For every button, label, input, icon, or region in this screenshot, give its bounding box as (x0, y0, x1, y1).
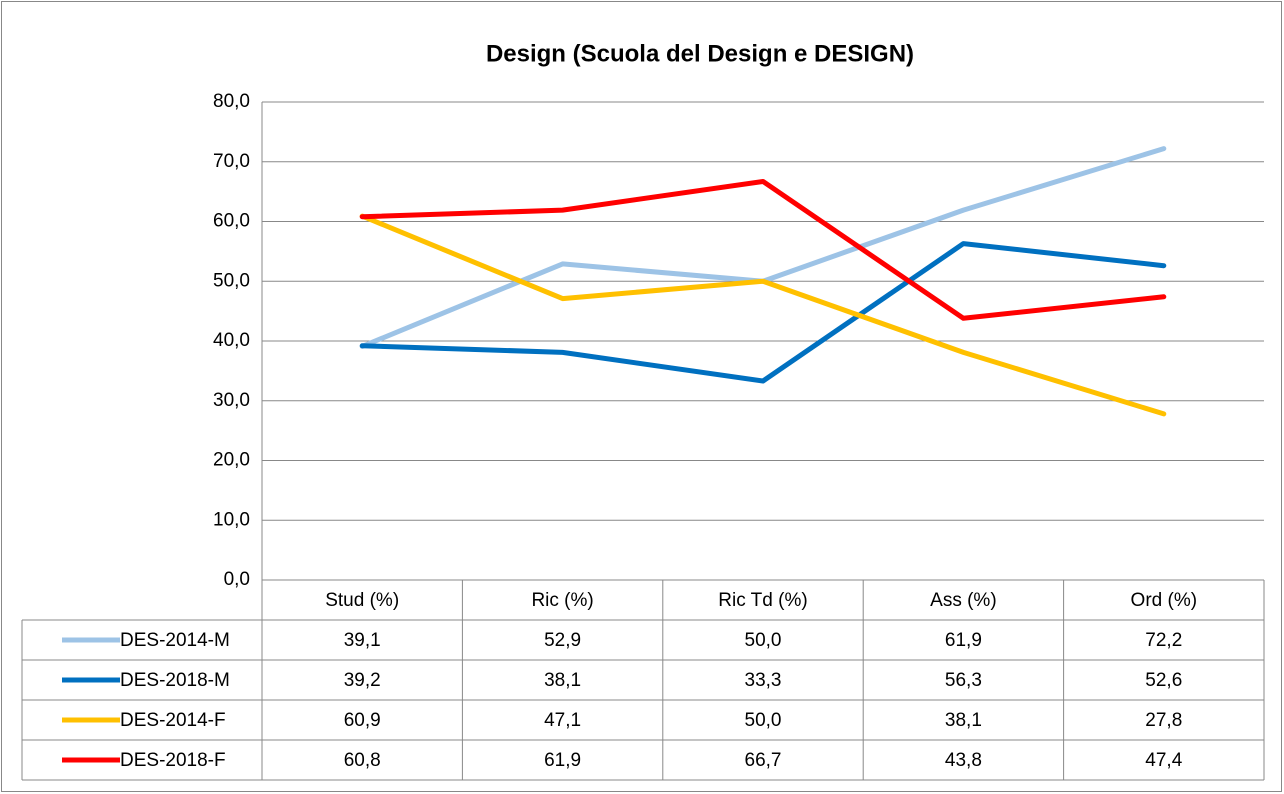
y-tick-label: 30,0 (213, 390, 250, 411)
table-value: 66,7 (745, 750, 782, 771)
x-tick-label: Ric Td (%) (718, 590, 807, 611)
legend-label: DES-2014-F (120, 710, 226, 731)
table-value: 60,9 (344, 710, 381, 731)
table-value: 72,2 (1145, 630, 1182, 651)
y-tick-label: 10,0 (213, 509, 250, 530)
table-value: 38,1 (945, 710, 982, 731)
y-tick-label: 60,0 (213, 211, 250, 232)
table-value: 60,8 (344, 750, 381, 771)
x-tick-label: Ord (%) (1131, 590, 1198, 611)
table-value: 52,9 (544, 630, 581, 651)
y-tick-label: 70,0 (213, 151, 250, 172)
table-value: 43,8 (945, 750, 982, 771)
table-value: 52,6 (1145, 670, 1182, 691)
table-value: 39,2 (344, 670, 381, 691)
table-value: 61,9 (544, 750, 581, 771)
y-tick-label: 40,0 (213, 330, 250, 351)
chart-title: Design (Scuola del Design e DESIGN) (486, 40, 914, 67)
x-tick-label: Stud (%) (325, 590, 399, 611)
table-value: 61,9 (945, 630, 982, 651)
x-tick-label: Ric (%) (531, 590, 593, 611)
series-line (359, 178, 1167, 321)
y-tick-label: 0,0 (224, 569, 250, 590)
table-value: 47,4 (1145, 750, 1182, 771)
table-value: 47,1 (544, 710, 581, 731)
y-tick-label: 80,0 (213, 91, 250, 112)
table-value: 33,3 (745, 670, 782, 691)
x-tick-label: Ass (%) (930, 590, 997, 611)
table-value: 27,8 (1145, 710, 1182, 731)
table-value: 50,0 (745, 630, 782, 651)
series-line (359, 213, 1167, 417)
y-tick-label: 20,0 (213, 450, 250, 471)
table-value: 38,1 (544, 670, 581, 691)
table-value: 39,1 (344, 630, 381, 651)
table-value: 50,0 (745, 710, 782, 731)
legend-label: DES-2014-M (120, 630, 230, 651)
y-tick-label: 50,0 (213, 270, 250, 291)
legend-label: DES-2018-M (120, 670, 230, 691)
legend-label: DES-2018-F (120, 750, 226, 771)
table-value: 56,3 (945, 670, 982, 691)
series-line (359, 241, 1167, 384)
